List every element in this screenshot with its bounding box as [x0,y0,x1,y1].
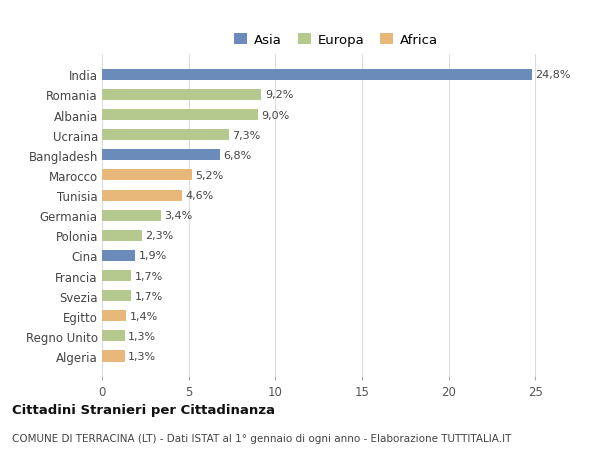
Text: 4,6%: 4,6% [185,190,214,201]
Text: 2,3%: 2,3% [145,231,173,241]
Text: 1,7%: 1,7% [135,271,163,281]
Text: 1,3%: 1,3% [128,331,156,341]
Text: 24,8%: 24,8% [535,70,571,80]
Bar [102,130,229,141]
Text: 9,0%: 9,0% [262,110,290,120]
Text: 6,8%: 6,8% [223,151,251,161]
Bar [102,230,142,241]
Bar [102,90,262,101]
Bar [102,330,125,341]
Bar [102,291,131,302]
Text: 1,7%: 1,7% [135,291,163,301]
Bar [102,110,258,121]
Bar [102,311,126,322]
Bar [102,250,135,262]
Text: 7,3%: 7,3% [232,130,260,140]
Bar [102,150,220,161]
Bar [102,210,161,221]
Legend: Asia, Europa, Africa: Asia, Europa, Africa [230,29,442,51]
Bar [102,70,532,81]
Bar [102,351,125,362]
Text: Cittadini Stranieri per Cittadinanza: Cittadini Stranieri per Cittadinanza [12,403,275,416]
Bar [102,190,182,201]
Text: 1,3%: 1,3% [128,351,156,361]
Bar [102,270,131,281]
Text: 1,9%: 1,9% [139,251,167,261]
Bar [102,170,192,181]
Text: 9,2%: 9,2% [265,90,293,100]
Text: 3,4%: 3,4% [164,211,193,221]
Text: COMUNE DI TERRACINA (LT) - Dati ISTAT al 1° gennaio di ogni anno - Elaborazione : COMUNE DI TERRACINA (LT) - Dati ISTAT al… [12,433,511,442]
Text: 5,2%: 5,2% [196,171,224,180]
Text: 1,4%: 1,4% [130,311,158,321]
